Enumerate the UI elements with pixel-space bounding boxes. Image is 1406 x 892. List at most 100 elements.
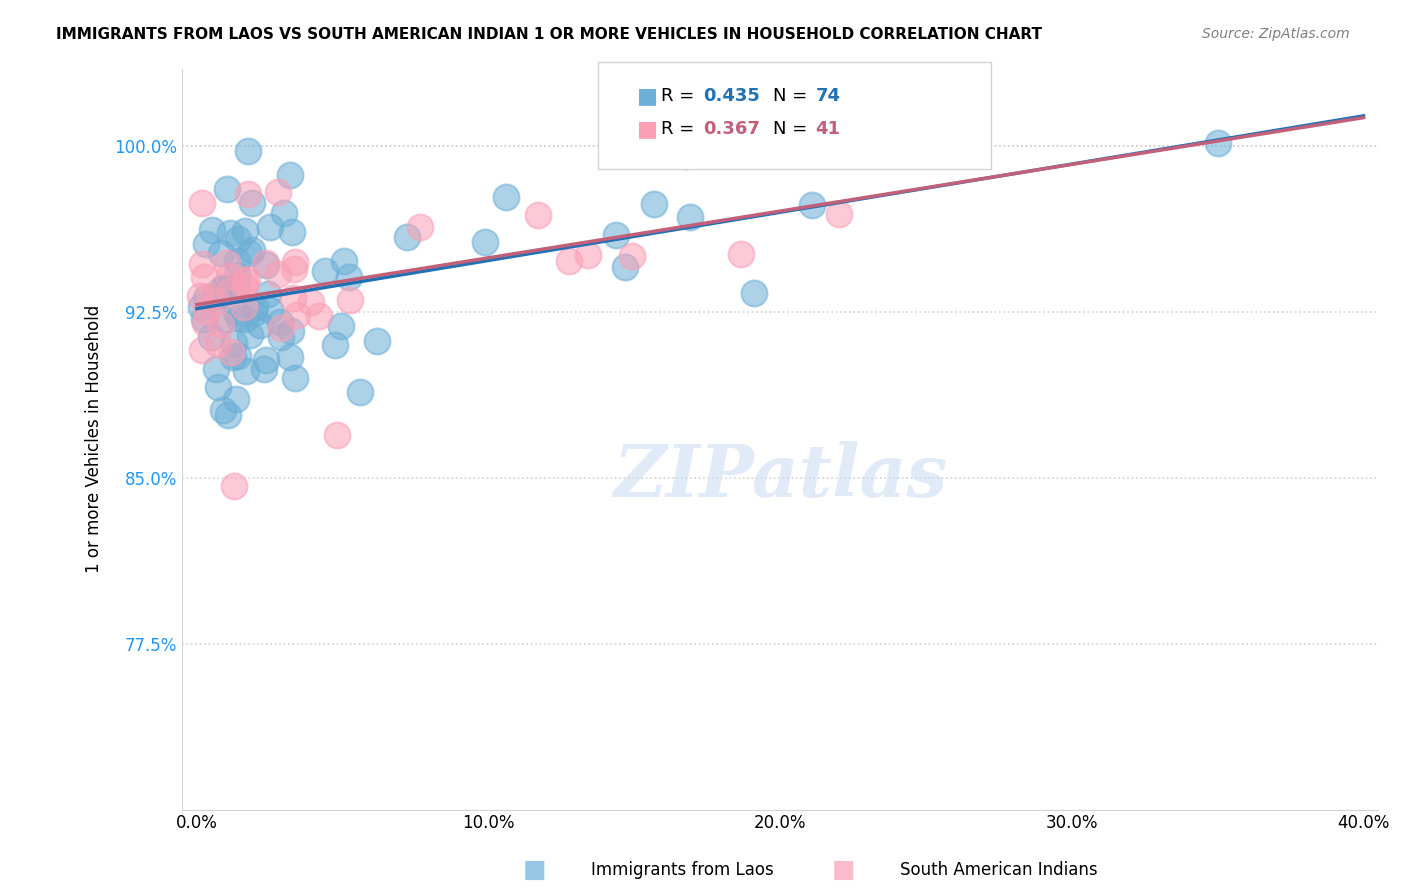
Point: [209, 246, 232, 260]
Point: [222, 335, 245, 350]
Point: [270, 330, 292, 344]
Point: [643, 197, 665, 211]
Point: [209, 318, 232, 333]
Point: [679, 210, 702, 224]
Point: [576, 247, 599, 261]
Point: [233, 280, 256, 294]
Point: [217, 408, 239, 422]
Point: [190, 195, 212, 210]
Point: [337, 269, 360, 284]
Point: [194, 291, 217, 305]
Point: [212, 311, 235, 326]
Point: [349, 384, 371, 399]
Text: 0.435: 0.435: [703, 87, 759, 105]
Point: [253, 362, 276, 376]
Point: [323, 338, 346, 352]
Point: [198, 289, 221, 303]
Point: [314, 264, 336, 278]
Text: ■: ■: [832, 858, 855, 881]
Point: [495, 190, 517, 204]
Point: [215, 256, 238, 270]
Point: [254, 256, 277, 270]
Point: [235, 363, 257, 377]
Point: [366, 334, 388, 348]
Point: [219, 285, 242, 299]
Point: [558, 254, 581, 268]
Text: R =: R =: [661, 87, 700, 105]
Text: ■: ■: [637, 87, 658, 106]
Point: [222, 351, 245, 365]
Point: [194, 316, 217, 330]
Text: 0.367: 0.367: [703, 120, 759, 138]
Point: [254, 258, 277, 272]
Text: ■: ■: [523, 858, 546, 881]
Point: [267, 185, 290, 199]
Point: [191, 343, 214, 357]
Point: [299, 294, 322, 309]
Point: [614, 260, 637, 274]
Point: [243, 305, 266, 319]
Text: Source: ZipAtlas.com: Source: ZipAtlas.com: [1202, 27, 1350, 41]
Point: [204, 361, 226, 376]
Text: R =: R =: [661, 120, 700, 138]
Point: [193, 269, 215, 284]
Point: [218, 268, 240, 283]
Point: [249, 318, 271, 332]
Text: ZIPatlas: ZIPatlas: [613, 441, 948, 512]
Point: [278, 168, 301, 182]
Text: South American Indians: South American Indians: [900, 861, 1098, 879]
Point: [257, 287, 280, 301]
Point: [270, 321, 292, 335]
Point: [212, 402, 235, 417]
Point: [217, 182, 239, 196]
Point: [226, 349, 249, 363]
Point: [329, 319, 352, 334]
Point: [621, 249, 644, 263]
Point: [281, 226, 304, 240]
Point: [226, 253, 249, 268]
Point: [287, 308, 309, 322]
Point: [827, 207, 849, 221]
Point: [278, 350, 301, 364]
Point: [409, 219, 432, 234]
Point: [238, 246, 260, 260]
Point: [239, 328, 262, 343]
Point: [232, 300, 254, 314]
Point: [235, 274, 257, 288]
Point: [605, 117, 627, 131]
Point: [222, 479, 245, 493]
Point: [218, 227, 240, 241]
Text: 74: 74: [815, 87, 841, 105]
Point: [228, 311, 250, 326]
Point: [283, 371, 305, 385]
Y-axis label: 1 or more Vehicles in Household: 1 or more Vehicles in Household: [86, 305, 103, 574]
Point: [191, 257, 214, 271]
Point: [195, 236, 218, 251]
Point: [254, 353, 277, 368]
Point: [283, 261, 305, 276]
Point: [188, 289, 211, 303]
Point: [226, 268, 249, 283]
Text: Immigrants from Laos: Immigrants from Laos: [591, 861, 773, 879]
Point: [675, 149, 697, 163]
Point: [233, 224, 256, 238]
Point: [200, 330, 222, 344]
Point: [207, 337, 229, 351]
Point: [205, 293, 228, 308]
Point: [474, 235, 496, 249]
Point: [225, 304, 247, 318]
Point: [267, 267, 290, 281]
Text: IMMIGRANTS FROM LAOS VS SOUTH AMERICAN INDIAN 1 OR MORE VEHICLES IN HOUSEHOLD CO: IMMIGRANTS FROM LAOS VS SOUTH AMERICAN I…: [56, 27, 1042, 42]
Point: [214, 281, 236, 295]
Point: [800, 197, 823, 211]
Point: [233, 312, 256, 326]
Point: [326, 428, 349, 442]
Point: [240, 195, 263, 210]
Point: [245, 300, 267, 314]
Point: [200, 223, 222, 237]
Point: [193, 311, 215, 326]
Point: [226, 278, 249, 293]
Text: N =: N =: [773, 120, 813, 138]
Point: [236, 145, 259, 159]
Text: ■: ■: [637, 120, 658, 139]
